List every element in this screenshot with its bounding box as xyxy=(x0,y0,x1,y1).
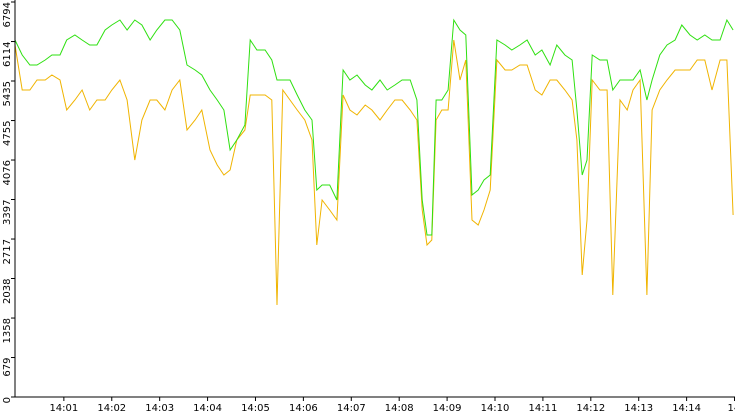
y-tick-label: 2038 xyxy=(2,279,13,304)
y-tick-label: 6794 xyxy=(2,2,13,27)
y-tick-label: 4755 xyxy=(2,121,13,146)
x-tick-label: 14 xyxy=(728,403,735,414)
y-tick-label: 3397 xyxy=(2,200,13,225)
y-tick-label: 5435 xyxy=(2,81,13,106)
x-tick-label: 14:08 xyxy=(385,403,414,414)
y-tick-label: 2717 xyxy=(2,239,13,264)
y-tick-label: 4076 xyxy=(2,160,13,185)
x-tick-label: 14:02 xyxy=(97,403,126,414)
x-tick-label: 14:14 xyxy=(672,403,701,414)
data-line xyxy=(14,18,734,236)
x-tick-label: 14:09 xyxy=(433,403,462,414)
x-tick-label: 14:07 xyxy=(337,403,366,414)
y-tick-label: 0 xyxy=(2,397,13,403)
x-tick-label: 14:13 xyxy=(624,403,653,414)
y-tick-label: 1358 xyxy=(2,318,13,343)
x-tick-label: 14:12 xyxy=(576,403,605,414)
y-tick-label: 679 xyxy=(2,358,13,377)
x-tick-label: 14:05 xyxy=(241,403,270,414)
x-tick-label: 14:03 xyxy=(145,403,174,414)
x-tick-label: 14:10 xyxy=(481,403,510,414)
x-tick-label: 14:04 xyxy=(193,403,222,414)
x-tick-label: 14:06 xyxy=(289,403,318,414)
x-tick-label: 14:11 xyxy=(528,403,557,414)
x-tick-label: 14:01 xyxy=(49,403,78,414)
y-tick-label: 6114 xyxy=(2,42,13,67)
data-line xyxy=(14,39,734,306)
